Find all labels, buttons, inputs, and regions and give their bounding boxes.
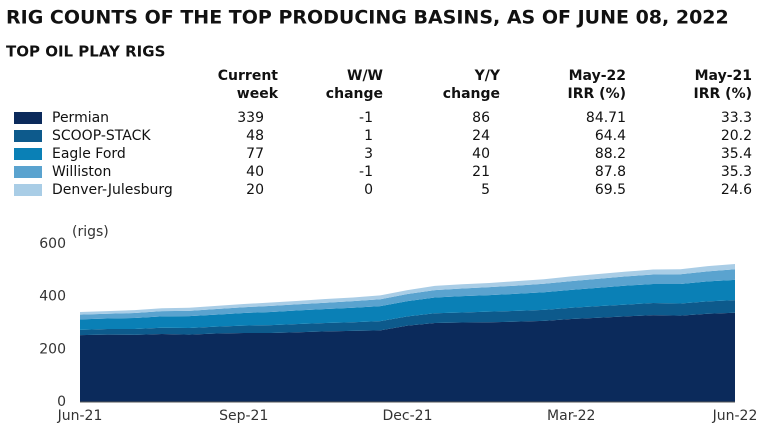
legend-swatch <box>14 112 42 124</box>
table-title: TOP OIL PLAY RIGS <box>6 43 165 61</box>
table-cell: 5 <box>481 182 490 198</box>
table-cell: 1 <box>364 128 373 144</box>
y-tick-label: 200 <box>39 341 66 357</box>
area <box>80 264 735 315</box>
table-cell: -1 <box>359 110 373 126</box>
y-tick-label: 400 <box>39 289 66 305</box>
area <box>80 300 735 336</box>
legend-label: SCOOP-STACK <box>52 128 151 144</box>
legend-label: Eagle Ford <box>52 146 126 162</box>
column-header: IRR (%) <box>694 86 752 102</box>
page-title: RIG COUNTS OF THE TOP PRODUCING BASINS, … <box>6 7 729 29</box>
table-cell: 24 <box>472 128 490 144</box>
column-header: IRR (%) <box>568 86 626 102</box>
column-header: Current <box>218 68 279 84</box>
y-tick-label: 600 <box>39 236 66 252</box>
legend-label: Denver-Julesburg <box>52 182 173 198</box>
table-cell: 35.4 <box>721 146 752 162</box>
table-cell: 20 <box>246 182 264 198</box>
table-cell: 40 <box>472 146 490 162</box>
table-cell: 3 <box>364 146 373 162</box>
column-header: W/W <box>347 68 383 84</box>
table-cell: 0 <box>364 182 373 198</box>
area <box>80 279 735 330</box>
legend-swatch <box>14 184 42 196</box>
legend-swatch <box>14 166 42 178</box>
table-cell: 24.6 <box>721 182 752 198</box>
x-tick-label: Dec-21 <box>383 408 433 424</box>
x-tick-label: Jun-22 <box>712 408 758 424</box>
column-header: change <box>443 86 500 102</box>
column-header: change <box>326 86 383 102</box>
legend-swatch <box>14 148 42 160</box>
table-cell: -1 <box>359 164 373 180</box>
table-cell: 77 <box>246 146 264 162</box>
table-cell: 84.71 <box>586 110 626 126</box>
y-tick-label: 0 <box>57 394 66 410</box>
table-cell: 87.8 <box>595 164 626 180</box>
column-header: week <box>237 86 279 102</box>
x-tick-label: Sep-21 <box>219 408 268 424</box>
table-cell: 48 <box>246 128 264 144</box>
x-tick-label: Mar-22 <box>547 408 595 424</box>
legend-label: Permian <box>52 110 109 126</box>
table-cell: 339 <box>237 110 264 126</box>
area <box>80 312 735 402</box>
legend-label: Williston <box>52 164 111 180</box>
table-cell: 64.4 <box>595 128 626 144</box>
table-cell: 40 <box>246 164 264 180</box>
table-cell: 69.5 <box>595 182 626 198</box>
table-cell: 21 <box>472 164 490 180</box>
column-header: May-22 <box>569 68 626 84</box>
table-cell: 86 <box>472 110 490 126</box>
legend-swatch <box>14 130 42 142</box>
column-header: May-21 <box>695 68 752 84</box>
column-header: Y/Y <box>474 68 501 84</box>
table-cell: 20.2 <box>721 128 752 144</box>
table-cell: 88.2 <box>595 146 626 162</box>
table-cell: 33.3 <box>721 110 752 126</box>
y-axis-label: (rigs) <box>72 224 109 240</box>
area <box>80 269 735 320</box>
x-tick-label: Jun-21 <box>57 408 103 424</box>
table-cell: 35.3 <box>721 164 752 180</box>
